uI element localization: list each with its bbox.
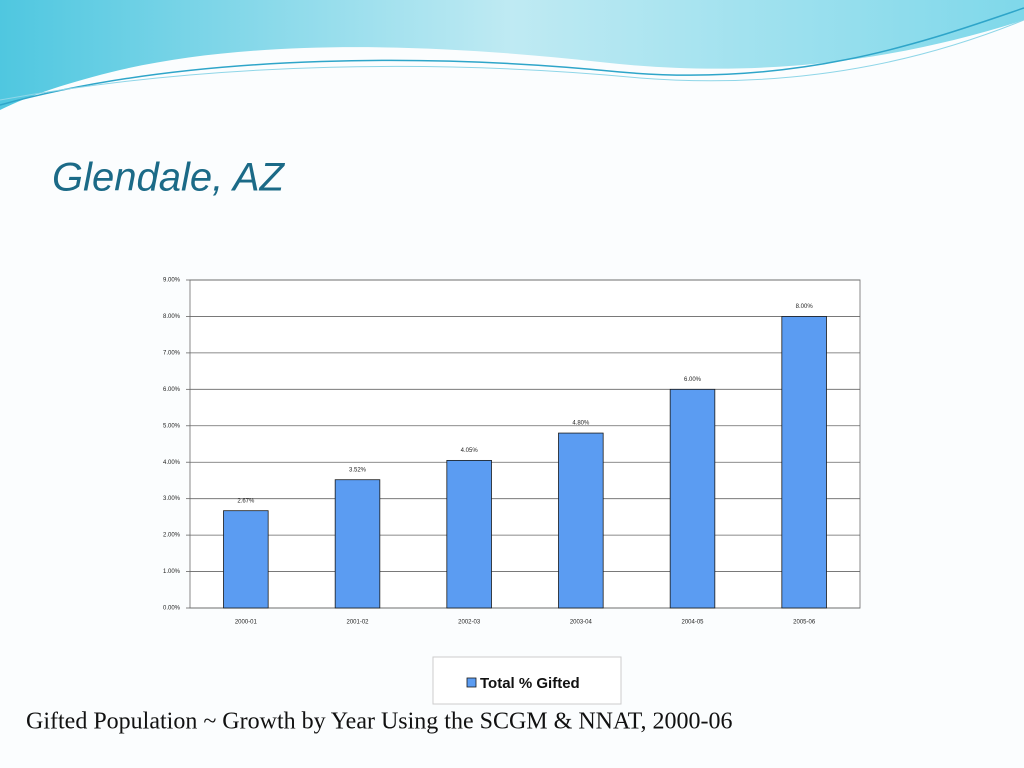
y-tick-label: 0.00% (163, 606, 181, 612)
value-label: 2.67% (237, 498, 255, 504)
value-label: 3.52% (349, 467, 367, 473)
y-tick-label: 3.00% (163, 496, 181, 502)
x-tick-label: 2003-04 (570, 620, 593, 626)
x-tick-label: 2005-06 (793, 620, 816, 626)
y-tick-label: 1.00% (163, 569, 181, 575)
slide-title: Glendale, AZ (52, 156, 286, 200)
header-line (0, 19, 1024, 101)
x-tick-label: 2000-01 (235, 620, 258, 626)
bar (781, 316, 827, 609)
header-line (0, 7, 1024, 106)
plot-area (189, 279, 861, 609)
x-tick-label: 2001-02 (346, 620, 369, 626)
x-tick-label: 2004-05 (681, 620, 704, 626)
value-label: 6.00% (684, 377, 702, 383)
caption: Gifted Population ~ Growth by Year Using… (26, 709, 733, 735)
legend-label: Total % Gifted (480, 675, 580, 692)
legend-swatch (466, 677, 477, 688)
y-tick-label: 5.00% (163, 423, 181, 429)
y-tick-label: 7.00% (163, 350, 181, 356)
bar (558, 432, 604, 609)
bar (446, 459, 492, 609)
y-tick-label: 8.00% (163, 314, 181, 320)
value-label: 4.80% (572, 421, 590, 427)
bar (334, 479, 381, 609)
legend-box (432, 656, 622, 705)
value-label: 8.00% (796, 304, 814, 310)
bar (223, 510, 269, 609)
y-tick-label: 9.00% (163, 278, 181, 284)
bar (669, 388, 716, 609)
value-label: 4.05% (461, 448, 479, 454)
x-tick-label: 2002-03 (458, 620, 481, 626)
y-tick-label: 6.00% (163, 387, 181, 393)
header-wave (0, 0, 1024, 110)
y-tick-label: 2.00% (163, 533, 181, 539)
y-tick-label: 4.00% (163, 460, 181, 466)
